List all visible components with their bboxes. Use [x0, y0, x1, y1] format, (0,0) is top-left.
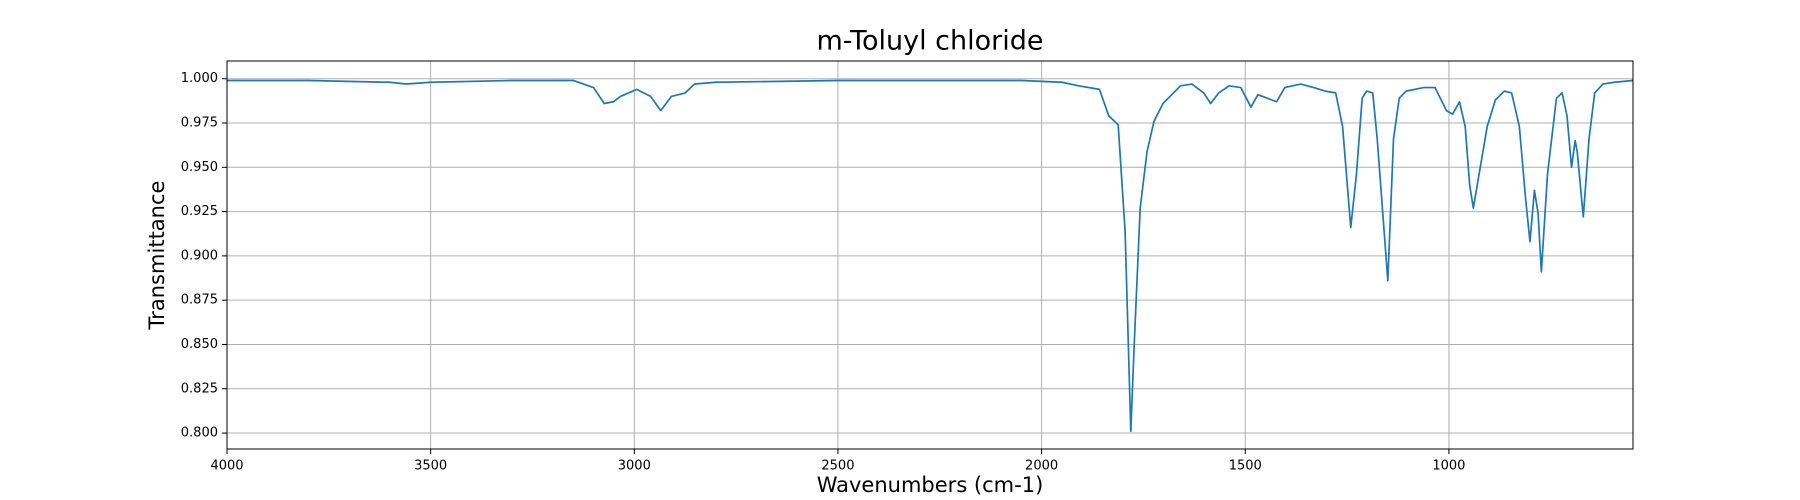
y-tick-label: 0.875 [181, 293, 218, 308]
y-tick-label: 0.825 [181, 381, 218, 396]
y-tick-label: 0.950 [181, 160, 218, 175]
y-tick-label: 0.900 [181, 248, 218, 263]
spectrum-line [227, 79, 1634, 433]
x-tick-label: 3000 [618, 459, 651, 474]
y-tick-label: 1.000 [181, 71, 218, 86]
x-tick-label: 4000 [210, 459, 243, 474]
x-tick-label: 1500 [1229, 459, 1262, 474]
plot-frame [226, 60, 1634, 450]
y-axis-label: Transmittance [145, 181, 169, 331]
x-axis-label: Wavenumbers (cm-1) [817, 473, 1044, 497]
x-tick-label: 3500 [414, 459, 447, 474]
chart-title: m-Toluyl chloride [817, 26, 1044, 57]
x-tick-label: 2000 [1025, 459, 1058, 474]
x-tick-label: 1000 [1432, 459, 1465, 474]
y-tick-label: 0.925 [181, 204, 218, 219]
y-tick-label: 0.850 [181, 337, 218, 352]
y-tick-label: 0.975 [181, 116, 218, 131]
x-tick-label: 2500 [821, 459, 854, 474]
y-tick-label: 0.800 [181, 426, 218, 441]
